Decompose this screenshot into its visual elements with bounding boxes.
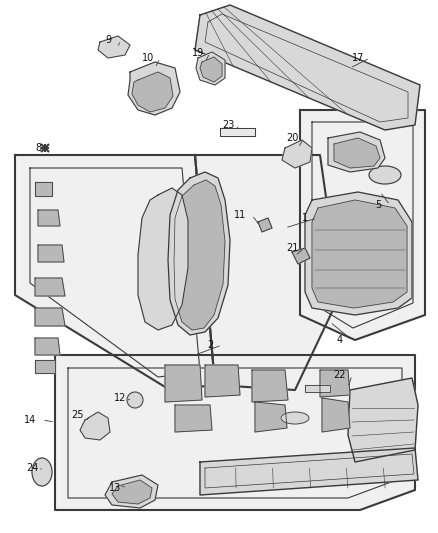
Polygon shape	[165, 365, 202, 402]
Polygon shape	[98, 36, 130, 58]
Polygon shape	[196, 52, 225, 85]
Polygon shape	[38, 210, 60, 226]
Polygon shape	[105, 475, 158, 508]
Polygon shape	[55, 355, 415, 510]
Text: 24: 24	[26, 463, 38, 473]
Polygon shape	[35, 308, 65, 326]
Text: 19: 19	[192, 48, 204, 58]
Text: 5: 5	[375, 200, 381, 210]
Polygon shape	[305, 385, 330, 392]
Polygon shape	[15, 155, 215, 390]
Polygon shape	[328, 132, 385, 172]
Text: 21: 21	[286, 243, 298, 253]
Polygon shape	[320, 370, 350, 397]
Polygon shape	[128, 62, 180, 115]
Polygon shape	[258, 218, 272, 232]
Polygon shape	[200, 57, 222, 82]
Text: 22: 22	[334, 370, 346, 380]
Ellipse shape	[369, 166, 401, 184]
Text: 9: 9	[105, 35, 111, 45]
Polygon shape	[292, 248, 310, 264]
Polygon shape	[80, 412, 110, 440]
Text: 10: 10	[142, 53, 154, 63]
Polygon shape	[334, 138, 380, 168]
Text: 2: 2	[207, 340, 213, 350]
Polygon shape	[195, 5, 420, 130]
Polygon shape	[174, 180, 225, 330]
Polygon shape	[205, 365, 240, 397]
Polygon shape	[312, 200, 407, 308]
Text: 1: 1	[302, 213, 308, 223]
Polygon shape	[322, 398, 350, 432]
Polygon shape	[200, 448, 418, 495]
Polygon shape	[38, 245, 64, 262]
Polygon shape	[255, 402, 287, 432]
Polygon shape	[132, 72, 173, 112]
Polygon shape	[35, 338, 60, 355]
Circle shape	[127, 392, 143, 408]
Text: 12: 12	[114, 393, 126, 403]
Polygon shape	[305, 192, 412, 315]
Polygon shape	[138, 188, 188, 330]
Polygon shape	[175, 405, 212, 432]
Text: 13: 13	[109, 483, 121, 493]
Polygon shape	[35, 360, 55, 373]
Polygon shape	[220, 128, 255, 136]
Text: 25: 25	[72, 410, 84, 420]
Ellipse shape	[281, 412, 309, 424]
Text: 17: 17	[352, 53, 364, 63]
Polygon shape	[195, 155, 340, 390]
Polygon shape	[282, 140, 312, 168]
Polygon shape	[35, 278, 65, 296]
Polygon shape	[252, 370, 288, 402]
Polygon shape	[348, 378, 418, 462]
Text: 4: 4	[337, 335, 343, 345]
Polygon shape	[112, 480, 152, 504]
Polygon shape	[35, 182, 52, 196]
Text: 23: 23	[222, 120, 234, 130]
Polygon shape	[168, 172, 230, 335]
Ellipse shape	[32, 458, 52, 486]
Text: 14: 14	[24, 415, 36, 425]
Text: 8: 8	[35, 143, 41, 153]
Polygon shape	[300, 110, 425, 340]
Text: 20: 20	[286, 133, 298, 143]
Text: 11: 11	[234, 210, 246, 220]
